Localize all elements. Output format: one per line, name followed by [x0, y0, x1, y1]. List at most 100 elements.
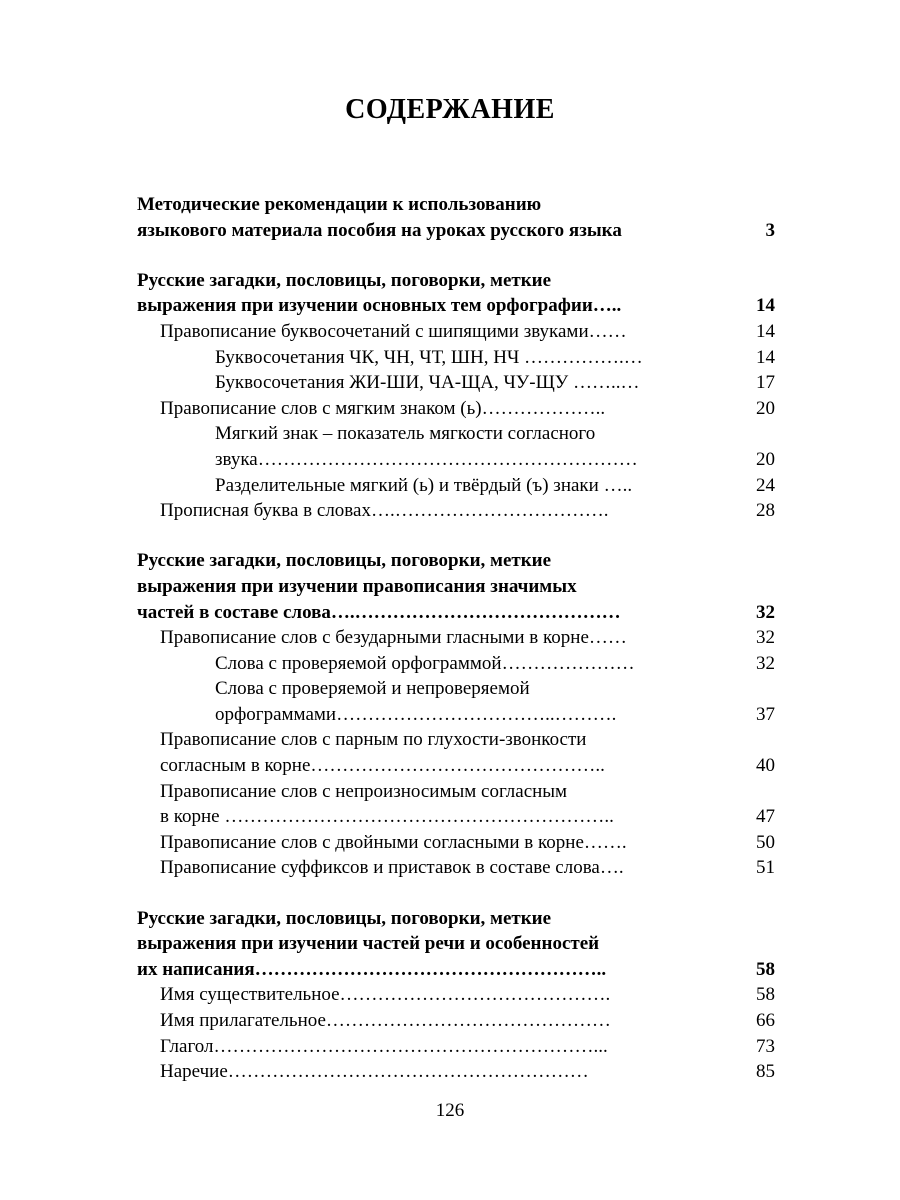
toc-page-number: 50: [756, 831, 775, 853]
toc-entry-text: звука……………………………………………………: [215, 448, 638, 470]
toc-page-number: 20: [756, 397, 775, 419]
toc-entry[interactable]: Разделительные мягкий (ь) и твёрдый (ъ) …: [137, 473, 775, 499]
toc-entry-line: их написания……………………………………………….. 58: [137, 957, 775, 983]
toc-entry-text: выражения при изучении правописания знач…: [137, 575, 577, 597]
toc-page-number: 66: [756, 1010, 775, 1031]
toc-entry-line: выражения при изучении основных тем орфо…: [137, 293, 775, 319]
toc-entry-text: Русские загадки, пословицы, поговорки, м…: [137, 269, 552, 291]
toc-entry-line: Прописная буква в словах….……………………………. 28: [137, 498, 775, 524]
toc-page-number: 32: [756, 627, 775, 649]
toc-entry[interactable]: Прописная буква в словах….……………………………. 28: [137, 498, 775, 524]
toc-entry[interactable]: Мягкий знак – показатель мягкости соглас…: [137, 421, 775, 472]
toc-section: Русские загадки, пословицы, поговорки, м…: [137, 906, 775, 1085]
toc-entry-line: Буквосочетания ЖИ-ШИ, ЧА-ЩА, ЧУ-ЩУ ……..……: [137, 370, 775, 396]
toc-page-number: 20: [756, 448, 775, 470]
toc-entry-line: в корне …………………………………………………….. 47: [137, 804, 775, 830]
toc-entry-text: Мягкий знак – показатель мягкости соглас…: [215, 423, 596, 445]
toc-page-number: 58: [756, 958, 775, 980]
toc-entry[interactable]: Правописание слов с непроизносимым согла…: [137, 779, 775, 830]
toc-entry-text: Русские загадки, пословицы, поговорки, м…: [137, 907, 552, 929]
toc-entry[interactable]: Правописание слов с мягким знаком (ь)…………: [137, 396, 775, 422]
toc-entry-text: Имя прилагательное………………………………………: [160, 1010, 611, 1031]
toc-entry-line: Разделительные мягкий (ь) и твёрдый (ъ) …: [137, 473, 775, 499]
page-title: СОДЕРЖАНИЕ: [345, 94, 555, 125]
toc-page-number: 17: [756, 372, 775, 394]
toc-entry[interactable]: Имя существительное……………………………………. 58: [137, 982, 775, 1008]
toc-entry-line: Слова с проверяемой и непроверяемой: [137, 676, 775, 702]
toc-page-number: 14: [756, 295, 775, 317]
toc-entry[interactable]: Методические рекомендации к использовани…: [137, 192, 775, 243]
toc-entry[interactable]: Правописание слов с двойными согласными …: [137, 830, 775, 856]
toc-page-number: 85: [756, 1061, 775, 1083]
toc-entry-text: Правописание суффиксов и приставок в сос…: [160, 857, 624, 879]
toc-entry-text: Правописание слов с безударными гласными…: [160, 627, 627, 649]
toc-entry-text: Наречие…………………………………………………: [160, 1061, 589, 1083]
toc-entry-text: Русские загадки, пословицы, поговорки, м…: [137, 550, 552, 572]
toc-entry[interactable]: Правописание слов с парным по глухости-з…: [137, 727, 775, 778]
table-of-contents: Методические рекомендации к использовани…: [137, 192, 775, 1109]
toc-entry-line: Правописание буквосочетаний с шипящими з…: [137, 319, 775, 345]
toc-page-number: 3: [765, 219, 776, 241]
toc-entry-line: Методические рекомендации к использовани…: [137, 192, 775, 218]
toc-entry-line: орфограммами……………………………..………. 37: [137, 702, 775, 728]
toc-page-number: 37: [756, 703, 775, 725]
toc-entry-line: Русские загадки, пословицы, поговорки, м…: [137, 548, 775, 574]
toc-entry[interactable]: Глагол……………………………………………………... 73: [137, 1034, 775, 1060]
toc-entry-text: частей в составе слова….……………………………………: [137, 601, 621, 623]
page-number: 126: [435, 1100, 465, 1121]
toc-entry[interactable]: Наречие………………………………………………… 85: [137, 1059, 775, 1085]
toc-entry-line: Русские загадки, пословицы, поговорки, м…: [137, 268, 775, 294]
toc-section: Русские загадки, пословицы, поговорки, м…: [137, 268, 775, 524]
toc-page-number: 24: [756, 474, 775, 496]
toc-page-number: 14: [756, 346, 775, 368]
toc-entry-text: согласным в корне………………………………………..: [160, 755, 605, 777]
toc-entry-text: Методические рекомендации к использовани…: [137, 194, 542, 215]
toc-entry[interactable]: Слова с проверяемой орфограммой………………… 32: [137, 651, 775, 677]
toc-entry-text: их написания………………………………………………..: [137, 958, 607, 980]
toc-entry-line: Правописание слов с двойными согласными …: [137, 830, 775, 856]
toc-entry-line: Русские загадки, пословицы, поговорки, м…: [137, 906, 775, 932]
toc-entry-text: Слова с проверяемой и непроверяемой: [215, 678, 530, 700]
toc-entry-line: Имя существительное……………………………………. 58: [137, 982, 775, 1008]
toc-entry-line: Правописание слов с безударными гласными…: [137, 625, 775, 651]
toc-entry-text: Правописание слов с парным по глухости-з…: [160, 729, 587, 751]
toc-entry-text: Правописание буквосочетаний с шипящими з…: [160, 320, 627, 342]
toc-entry-line: частей в составе слова….…………………………………… 32: [137, 600, 775, 626]
toc-entry-text: языкового материала пособия на уроках ру…: [137, 219, 622, 241]
toc-entry-text: орфограммами……………………………..……….: [215, 703, 617, 725]
toc-page-number: 51: [756, 857, 775, 879]
toc-entry[interactable]: Правописание суффиксов и приставок в сос…: [137, 855, 775, 881]
toc-entry[interactable]: Правописание слов с безударными гласными…: [137, 625, 775, 651]
toc-page-number: 58: [756, 984, 775, 1006]
toc-entry-text: Правописание слов с двойными согласными …: [160, 831, 627, 853]
toc-entry[interactable]: Слова с проверяемой и непроверяемой орфог…: [137, 676, 775, 727]
toc-entry-line: выражения при изучении правописания знач…: [137, 574, 775, 600]
toc-entry-text: в корне ……………………………………………………..: [160, 806, 614, 828]
toc-entry[interactable]: Русские загадки, пословицы, поговорки, м…: [137, 548, 775, 625]
toc-page-number: 32: [756, 652, 775, 674]
toc-entry[interactable]: Русские загадки, пословицы, поговорки, м…: [137, 268, 775, 319]
toc-entry-line: звука…………………………………………………… 20: [137, 447, 775, 473]
toc-entry-line: Мягкий знак – показатель мягкости соглас…: [137, 421, 775, 447]
toc-entry-text: Имя существительное…………………………………….: [160, 984, 611, 1006]
toc-section: Методические рекомендации к использовани…: [137, 192, 775, 243]
toc-entry-line: Имя прилагательное……………………………………… 66: [137, 1008, 775, 1034]
toc-entry-line: Буквосочетания ЧК, ЧН, ЧТ, ШН, НЧ …………….…: [137, 345, 775, 371]
toc-entry-line: Наречие………………………………………………… 85: [137, 1059, 775, 1085]
toc-entry-line: согласным в корне……………………………………….. 40: [137, 753, 775, 779]
toc-entry-text: Правописание слов с непроизносимым согла…: [160, 780, 568, 802]
toc-entry[interactable]: Буквосочетания ЧК, ЧН, ЧТ, ШН, НЧ …………….…: [137, 345, 775, 371]
toc-entry-line: выражения при изучении частей речи и осо…: [137, 931, 775, 957]
toc-entry-text: Буквосочетания ЧК, ЧН, ЧТ, ШН, НЧ …………….…: [215, 346, 643, 368]
toc-entry[interactable]: Имя прилагательное……………………………………… 66: [137, 1008, 775, 1034]
toc-entry-line: Правописание суффиксов и приставок в сос…: [137, 855, 775, 881]
toc-entry-text: Буквосочетания ЖИ-ШИ, ЧА-ЩА, ЧУ-ЩУ ……..…: [215, 372, 640, 394]
toc-entry-line: языкового материала пособия на уроках ру…: [137, 218, 775, 244]
toc-entry-line: Слова с проверяемой орфограммой………………… 32: [137, 651, 775, 677]
toc-entry-line: Глагол……………………………………………………... 73: [137, 1034, 775, 1060]
toc-page-number: 28: [756, 500, 775, 522]
toc-entry[interactable]: Буквосочетания ЖИ-ШИ, ЧА-ЩА, ЧУ-ЩУ ……..……: [137, 370, 775, 396]
toc-page-number: 73: [756, 1035, 775, 1057]
toc-entry[interactable]: Русские загадки, пословицы, поговорки, м…: [137, 906, 775, 983]
toc-entry[interactable]: Правописание буквосочетаний с шипящими з…: [137, 319, 775, 345]
